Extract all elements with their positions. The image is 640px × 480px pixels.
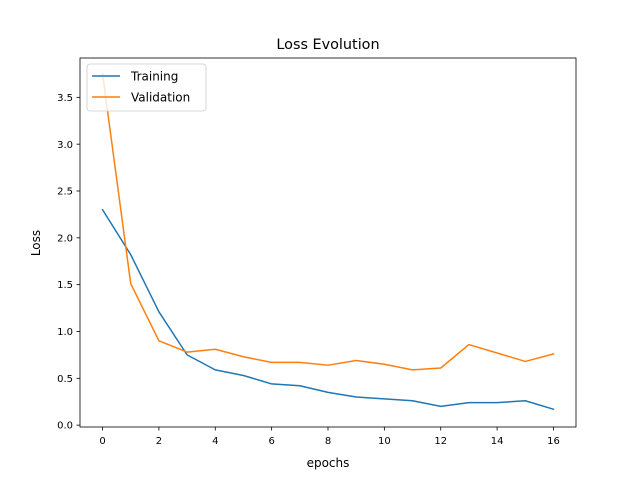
y-tick-label: 0.5: [57, 374, 73, 385]
legend-label-training: Training: [130, 70, 178, 84]
x-tick-label: 2: [156, 436, 162, 447]
x-tick-label: 12: [434, 436, 447, 447]
x-tick-label: 16: [547, 436, 560, 447]
chart-title: Loss Evolution: [276, 37, 379, 53]
series-layer: [101, 73, 555, 411]
series-line-training: [101, 208, 555, 411]
x-tick-label: 8: [325, 436, 331, 447]
x-axis: 0 2 4 6 8 10 12 14 16: [99, 427, 560, 447]
y-tick-label: 3.0: [57, 140, 73, 151]
y-tick-label: 0.0: [57, 421, 73, 432]
x-tick-label: 4: [212, 436, 218, 447]
legend: Training Validation: [86, 63, 207, 112]
y-axis-label: Loss: [29, 230, 43, 256]
x-tick-label: 10: [378, 436, 391, 447]
y-tick-label: 1.5: [57, 280, 73, 291]
x-axis-label: epochs: [307, 456, 350, 470]
x-tick-label: 6: [268, 436, 274, 447]
y-tick-label: 3.5: [57, 93, 73, 104]
legend-label-validation: Validation: [131, 91, 190, 105]
y-axis: 0.0 0.5 1.0 1.5 2.0 2.5 3.0 3.5: [57, 93, 80, 432]
y-tick-label: 2.5: [57, 187, 73, 198]
x-tick-label: 14: [491, 436, 504, 447]
x-tick-label: 0: [99, 436, 105, 447]
series-line-validation: [101, 73, 555, 371]
y-tick-label: 1.0: [57, 327, 73, 338]
y-tick-label: 2.0: [57, 233, 73, 244]
